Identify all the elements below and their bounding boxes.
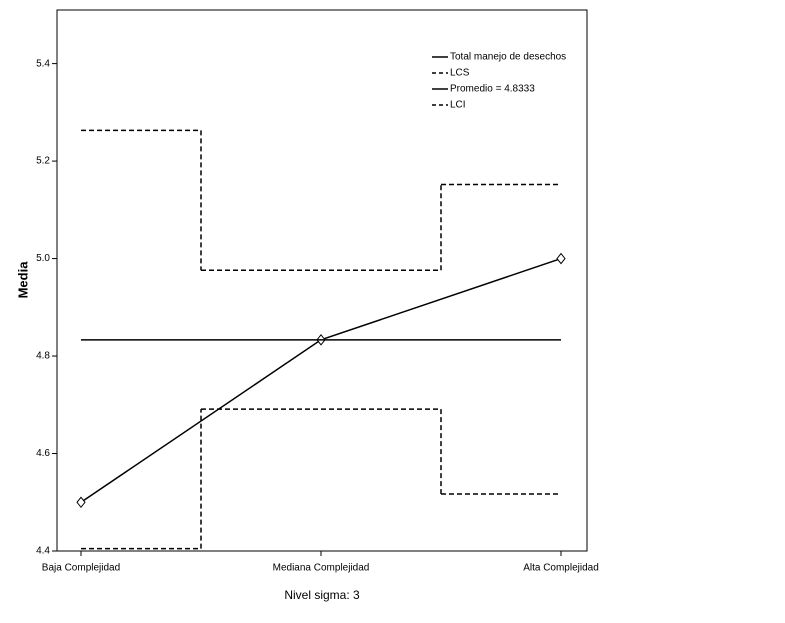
y-tick-label: 5.0 bbox=[36, 253, 50, 264]
y-tick-label: 4.6 bbox=[36, 448, 50, 459]
y-axis-title: Media bbox=[15, 261, 30, 299]
legend-label: LCS bbox=[450, 68, 470, 79]
marker bbox=[76, 496, 86, 509]
x-tick-label: Alta Complejidad bbox=[523, 563, 599, 574]
x-tick-label: Baja Complejidad bbox=[42, 563, 120, 574]
y-tick-label: 5.4 bbox=[36, 58, 50, 69]
plot-frame bbox=[56, 9, 588, 552]
y-tick-label: 5.2 bbox=[36, 156, 50, 167]
marker bbox=[556, 252, 566, 265]
x-tick-label: Mediana Complejidad bbox=[273, 563, 370, 574]
data-line bbox=[80, 257, 562, 503]
y-tick-label: 4.4 bbox=[36, 546, 50, 557]
legend-label: Promedio = 4.8333 bbox=[450, 84, 535, 95]
x-axis-title: Nivel sigma: 3 bbox=[284, 588, 360, 602]
y-tick-label: 4.8 bbox=[36, 351, 50, 362]
legend-label: Total manejo de desechos bbox=[450, 52, 566, 63]
legend-label: LCI bbox=[450, 100, 466, 111]
